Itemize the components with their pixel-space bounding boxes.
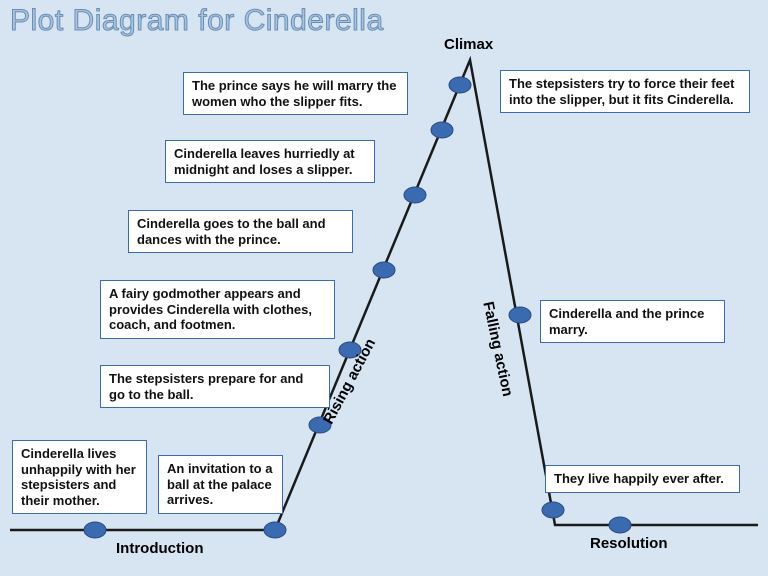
label-introduction: Introduction: [116, 540, 203, 557]
plot-point: [509, 307, 531, 323]
box-res1: They live happily ever after.: [545, 465, 740, 493]
box-rise5: The prince says he will marry the women …: [183, 72, 408, 115]
plot-point: [449, 77, 471, 93]
plot-point: [373, 262, 395, 278]
plot-point: [264, 522, 286, 538]
label-resolution: Resolution: [590, 535, 668, 552]
box-intro2: An invitation to a ball at the palace ar…: [158, 455, 283, 514]
box-fall1: Cinderella and the prince marry.: [540, 300, 725, 343]
plot-point: [609, 517, 631, 533]
plot-point: [542, 502, 564, 518]
box-rise2: A fairy godmother appears and provides C…: [100, 280, 335, 339]
box-rise3: Cinderella goes to the ball and dances w…: [128, 210, 353, 253]
box-rise4: Cinderella leaves hurriedly at midnight …: [165, 140, 375, 183]
box-rise1: The stepsisters prepare for and go to th…: [100, 365, 330, 408]
plot-point: [431, 122, 453, 138]
box-climax1: The stepsisters try to force their feet …: [500, 70, 750, 113]
label-climax: Climax: [444, 36, 493, 53]
plot-point: [404, 187, 426, 203]
plot-point: [84, 522, 106, 538]
box-intro1: Cinderella lives unhappily with her step…: [12, 440, 147, 514]
